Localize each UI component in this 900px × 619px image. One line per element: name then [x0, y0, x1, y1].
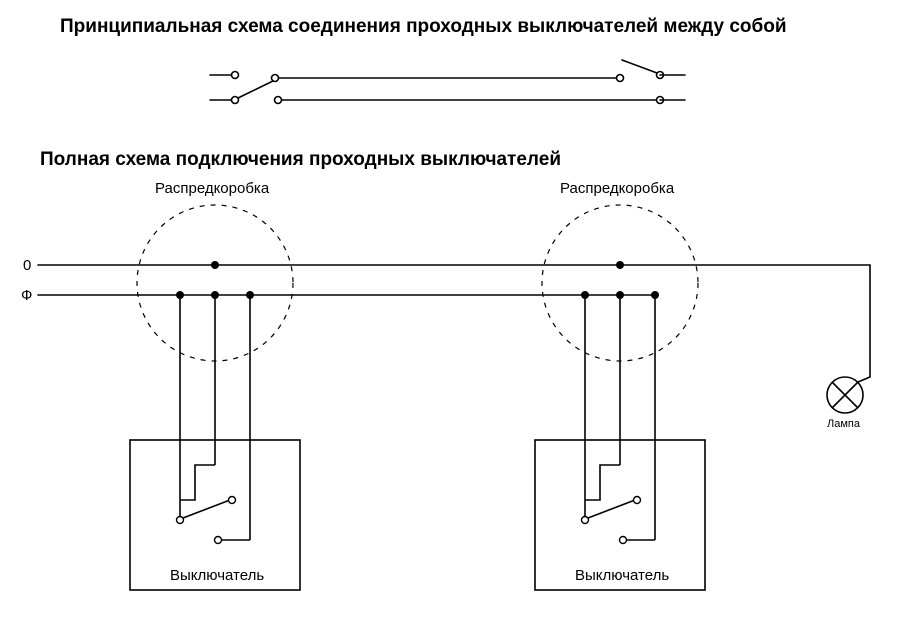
junction-box-2-label: Распредкоробка — [560, 180, 675, 197]
title-full: Полная схема подключения проходных выклю… — [40, 149, 561, 170]
junction-box-1-label: Распредкоробка — [155, 180, 270, 197]
junction-nodes — [176, 261, 659, 299]
title-principle: Принципиальная схема соединения проходны… — [60, 16, 787, 37]
phase-label: Ф — [21, 287, 32, 304]
neutral-label: 0 — [23, 257, 31, 274]
switch-2-label: Выключатель — [575, 567, 669, 584]
switch-1-label: Выключатель — [170, 567, 264, 584]
switch-1: Выключатель — [130, 440, 300, 590]
principle-schematic — [210, 60, 685, 104]
lamp-symbol — [827, 377, 870, 413]
wires — [38, 265, 870, 440]
switch-2: Выключатель — [535, 440, 705, 590]
lamp-label: Лампа — [827, 418, 861, 430]
wiring-diagram: Принципиальная схема соединения проходны… — [0, 0, 900, 619]
full-schematic: Распредкоробка Распредкоробка 0 Ф — [21, 180, 870, 590]
